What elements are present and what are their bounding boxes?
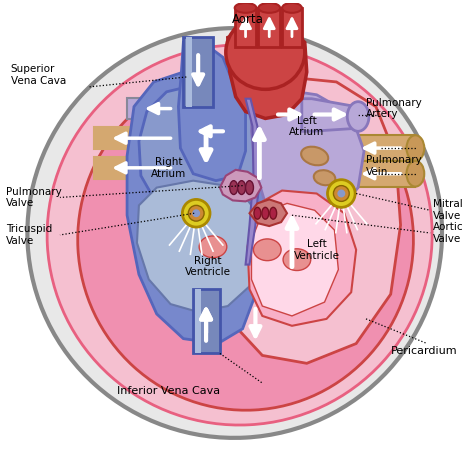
- Polygon shape: [249, 199, 287, 226]
- Polygon shape: [178, 42, 246, 181]
- Circle shape: [328, 179, 355, 207]
- Polygon shape: [193, 289, 220, 353]
- Polygon shape: [247, 191, 356, 326]
- Polygon shape: [258, 8, 280, 47]
- Ellipse shape: [347, 102, 369, 131]
- Ellipse shape: [47, 45, 432, 425]
- Polygon shape: [137, 181, 257, 312]
- Polygon shape: [228, 77, 401, 363]
- Polygon shape: [348, 135, 415, 161]
- Text: Pulmonary
Vein: Pulmonary Vein: [366, 155, 422, 177]
- Polygon shape: [183, 38, 213, 106]
- Polygon shape: [186, 38, 192, 106]
- Ellipse shape: [407, 135, 424, 161]
- Text: Left
Atrium: Left Atrium: [289, 116, 324, 137]
- Circle shape: [337, 190, 345, 198]
- Polygon shape: [252, 89, 364, 217]
- Text: Pulmonary
Valve: Pulmonary Valve: [6, 186, 61, 208]
- Ellipse shape: [254, 207, 261, 219]
- Polygon shape: [139, 82, 262, 217]
- Text: Aorta: Aorta: [232, 13, 264, 26]
- Polygon shape: [94, 127, 188, 149]
- Polygon shape: [127, 67, 272, 344]
- Polygon shape: [282, 8, 302, 47]
- Ellipse shape: [258, 3, 280, 13]
- Circle shape: [192, 209, 200, 217]
- Text: Pericardium: Pericardium: [391, 346, 457, 357]
- Polygon shape: [235, 8, 256, 47]
- Polygon shape: [127, 98, 188, 120]
- Polygon shape: [252, 203, 338, 316]
- Ellipse shape: [283, 249, 311, 271]
- Text: Inferior Vena Cava: Inferior Vena Cava: [117, 386, 220, 396]
- Ellipse shape: [226, 15, 305, 89]
- Text: Left
Ventricle: Left Ventricle: [294, 239, 340, 260]
- Polygon shape: [348, 161, 415, 186]
- Polygon shape: [220, 170, 261, 201]
- Ellipse shape: [254, 239, 281, 261]
- Circle shape: [333, 186, 349, 201]
- Ellipse shape: [301, 146, 328, 165]
- Ellipse shape: [78, 70, 413, 410]
- Ellipse shape: [235, 3, 256, 13]
- Polygon shape: [302, 99, 356, 131]
- Polygon shape: [246, 99, 259, 265]
- Ellipse shape: [27, 28, 442, 438]
- Ellipse shape: [199, 236, 227, 258]
- Ellipse shape: [407, 161, 424, 186]
- Text: Mitral
Valve: Mitral Valve: [433, 199, 463, 221]
- Polygon shape: [228, 26, 307, 119]
- Ellipse shape: [314, 170, 335, 185]
- Ellipse shape: [282, 3, 302, 13]
- Ellipse shape: [270, 207, 277, 219]
- Polygon shape: [94, 157, 188, 179]
- Ellipse shape: [230, 181, 237, 194]
- Text: Pulmonary
Artery: Pulmonary Artery: [366, 98, 422, 120]
- Text: Aortic
Valve: Aortic Valve: [433, 222, 464, 244]
- Ellipse shape: [246, 181, 254, 194]
- Text: Tricuspid
Valve: Tricuspid Valve: [6, 224, 52, 246]
- Circle shape: [182, 199, 210, 227]
- Text: Right
Ventricle: Right Ventricle: [185, 256, 231, 277]
- Polygon shape: [195, 289, 201, 353]
- Text: Right
Atrium: Right Atrium: [151, 157, 186, 179]
- Circle shape: [188, 206, 204, 221]
- Ellipse shape: [262, 207, 269, 219]
- Ellipse shape: [237, 181, 246, 194]
- Text: Superior
Vena Cava: Superior Vena Cava: [10, 64, 66, 86]
